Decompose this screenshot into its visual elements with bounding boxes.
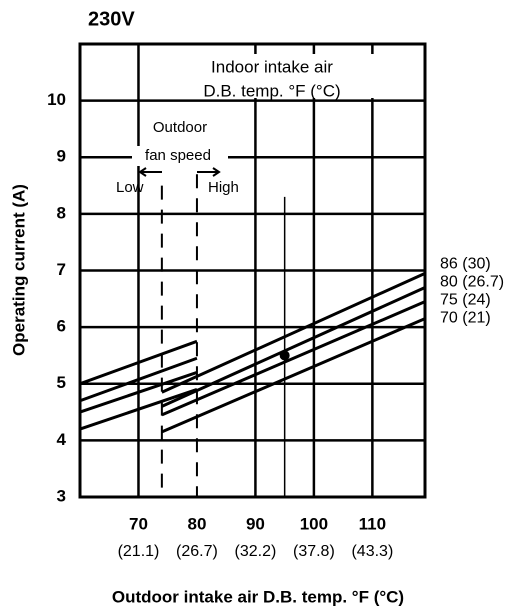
x-tick-label: 90 xyxy=(246,514,265,533)
arrow xyxy=(197,167,221,177)
series-line xyxy=(79,286,426,408)
chart-title: 230V xyxy=(88,8,135,30)
annotation: High xyxy=(208,179,239,196)
x-tick-label: 70 xyxy=(129,514,148,533)
y-tick-label: 4 xyxy=(57,430,67,449)
arrow xyxy=(138,167,162,177)
y-tick-label: 5 xyxy=(57,373,66,392)
label-bg xyxy=(132,146,228,166)
y-tick-label: 3 xyxy=(57,486,66,505)
y-tick-label: 9 xyxy=(57,147,66,166)
annotation: Outdoor xyxy=(153,119,207,136)
annotation: D.B. temp. °F (°C) xyxy=(203,81,340,100)
x-tick-sublabel: (21.1) xyxy=(118,543,160,560)
y-tick-label: 7 xyxy=(57,260,66,279)
x-tick-sublabel: (43.3) xyxy=(351,543,393,560)
x-tick-sublabel: (32.2) xyxy=(235,543,277,560)
y-tick-label: 10 xyxy=(47,90,66,109)
plot-frame xyxy=(78,42,427,499)
x-tick-sublabel: (37.8) xyxy=(293,543,335,560)
point xyxy=(279,350,290,361)
annotation: fan speed xyxy=(145,147,211,164)
annotation: Indoor intake air xyxy=(211,57,333,76)
x-tick-label: 80 xyxy=(187,514,206,533)
x-tick-label: 100 xyxy=(300,514,328,533)
series-line xyxy=(79,271,426,394)
series-line xyxy=(79,317,426,434)
series-label: 80 (26.7) xyxy=(440,274,504,291)
y-axis-label: Operating current (A) xyxy=(9,184,28,356)
annotation: Low xyxy=(116,179,144,196)
series-label: 86 (30) xyxy=(440,256,491,273)
x-tick-sublabel: (26.7) xyxy=(176,543,218,560)
x-axis-label: Outdoor intake air D.B. temp. °F (°C) xyxy=(112,587,404,606)
series-line xyxy=(79,300,426,417)
y-tick-label: 8 xyxy=(57,203,66,222)
x-tick-label: 110 xyxy=(359,514,386,533)
y-tick-label: 6 xyxy=(57,317,66,336)
series-label: 75 (24) xyxy=(440,292,491,309)
series-label: 70 (21) xyxy=(440,310,491,327)
label-bg xyxy=(168,54,376,98)
